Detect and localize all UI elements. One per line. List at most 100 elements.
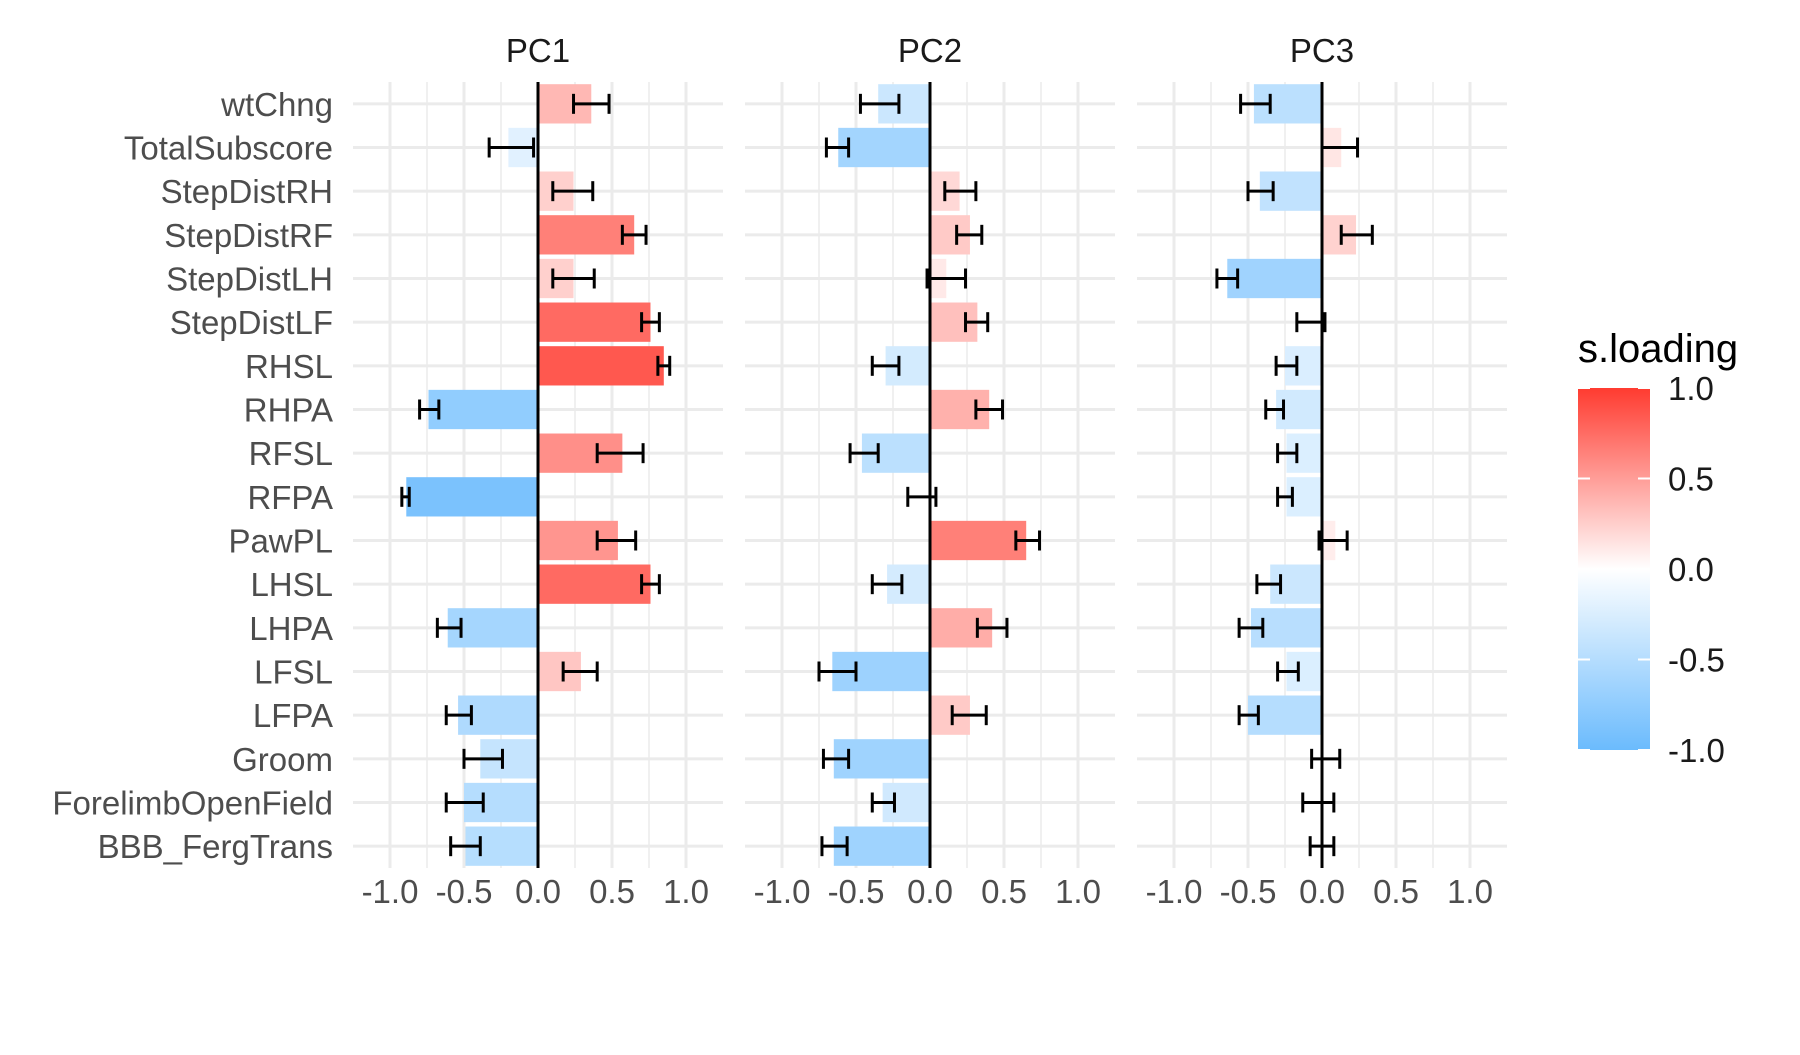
error-bar (1301, 792, 1336, 813)
facet-panel: PC1 -1.0 -0.5 0.0 0.5 1.0 (353, 32, 723, 910)
category-label: StepDistLH (166, 261, 333, 298)
facet-title: PC2 (898, 32, 962, 69)
category-label: RHSL (245, 348, 333, 385)
x-tick-label: 0.0 (515, 873, 561, 910)
error-bar (444, 705, 473, 726)
error-bar (487, 137, 536, 158)
error-bar (595, 530, 638, 551)
error-bar (449, 836, 482, 857)
error-bar (1274, 355, 1299, 376)
category-label: LFSL (254, 654, 333, 691)
legend-tick: -0.5 (1578, 642, 1725, 679)
error-bar (444, 792, 485, 813)
legend-tick: -1.0 (1578, 732, 1725, 769)
error-bar (656, 355, 672, 376)
loading-bar (930, 520, 1027, 561)
loading-bar (538, 564, 651, 604)
x-tick-label: 0.0 (907, 873, 953, 910)
error-bar (1276, 443, 1299, 464)
error-bar (975, 617, 1009, 638)
error-bar (1295, 312, 1327, 333)
x-tick-label: 1.0 (1447, 873, 1493, 910)
category-label: LHPA (249, 610, 333, 647)
legend-tick-label: 1.0 (1668, 370, 1714, 407)
legend-title: s.loading (1578, 327, 1738, 371)
error-bar (462, 748, 504, 769)
category-label: StepDistLF (170, 304, 333, 341)
loading-bar (538, 302, 651, 342)
legend-ticks: 1.0 0.5 0.0 -0.5 -1.0 (1578, 370, 1725, 769)
x-tick-label: 0.5 (981, 873, 1027, 910)
loading-bar (833, 826, 930, 866)
error-bar (1237, 617, 1265, 638)
error-bar (943, 181, 978, 202)
error-bar (400, 486, 411, 507)
facet-title: PC3 (1290, 32, 1354, 69)
error-bar (1239, 93, 1272, 114)
legend-tick-label: 0.5 (1668, 461, 1714, 498)
error-bar (1215, 268, 1240, 289)
error-bar (974, 399, 1005, 420)
loading-bar (538, 215, 635, 255)
x-tick-label: 0.5 (1373, 873, 1419, 910)
error-bar (821, 748, 851, 769)
error-bar (572, 93, 611, 114)
error-bar (1308, 836, 1336, 857)
error-bar (817, 661, 858, 682)
facet-panels: PC1 -1.0 -0.5 0.0 0.5 1.0 PC2 -1.0 -0.5 0.0 0.5 1.0… (353, 32, 1507, 910)
category-label: BBB_FergTrans (98, 828, 333, 865)
category-label: wtChng (220, 86, 333, 123)
error-bar (1237, 705, 1260, 726)
legend-tick: 1.0 (1578, 370, 1714, 407)
error-bar (1246, 181, 1275, 202)
error-bar (418, 399, 441, 420)
legend-tick-label: 0.0 (1668, 551, 1714, 588)
error-bar (1320, 137, 1360, 158)
error-bar (640, 574, 661, 595)
facet-panel: PC2 -1.0 -0.5 0.0 0.5 1.0 (745, 32, 1115, 910)
legend-tick-label: -1.0 (1668, 732, 1725, 769)
error-bar (435, 617, 463, 638)
error-bar (620, 224, 648, 245)
error-bar (1276, 486, 1294, 507)
x-tick-label: -1.0 (362, 873, 419, 910)
legend-tick: 0.0 (1578, 551, 1714, 588)
category-label: RFPA (247, 479, 333, 516)
x-tick-label: 0.5 (589, 873, 635, 910)
category-label: StepDistRF (164, 217, 333, 254)
category-label: LFPA (253, 697, 333, 734)
error-bar (824, 137, 851, 158)
x-tick-label: 1.0 (1055, 873, 1101, 910)
loading-bar (1227, 258, 1322, 299)
loading-bar (406, 477, 538, 517)
category-label: RFSL (249, 435, 333, 472)
error-bar (870, 574, 904, 595)
category-label: ForelimbOpenField (52, 785, 333, 822)
x-tick-label: -1.0 (1146, 873, 1203, 910)
category-label: Groom (232, 741, 333, 778)
x-tick-label: -0.5 (828, 873, 885, 910)
error-bar (950, 705, 988, 726)
loading-bar (447, 608, 538, 648)
error-bar (640, 312, 661, 333)
error-bar (561, 661, 599, 682)
error-bar (820, 836, 849, 857)
legend: s.loading 1.0 0.5 0.0 -0.5 -1.0 (1578, 327, 1738, 769)
error-bar (964, 312, 990, 333)
loading-bar (1248, 695, 1322, 735)
x-tick-label: -0.5 (436, 873, 493, 910)
category-labels: wtChng TotalSubscore StepDistRH StepDistRF S… (52, 86, 333, 865)
facet-title: PC1 (506, 32, 570, 69)
x-tick-label: -0.5 (1220, 873, 1277, 910)
x-tick-label: -1.0 (754, 873, 811, 910)
error-bar (1264, 399, 1286, 420)
error-bar (1014, 530, 1042, 551)
error-bar (1310, 748, 1342, 769)
error-bar (1339, 224, 1374, 245)
loading-bar (838, 127, 930, 168)
category-label: RHPA (244, 392, 333, 429)
legend-tick: 0.5 (1578, 461, 1714, 498)
error-bar (551, 268, 596, 289)
